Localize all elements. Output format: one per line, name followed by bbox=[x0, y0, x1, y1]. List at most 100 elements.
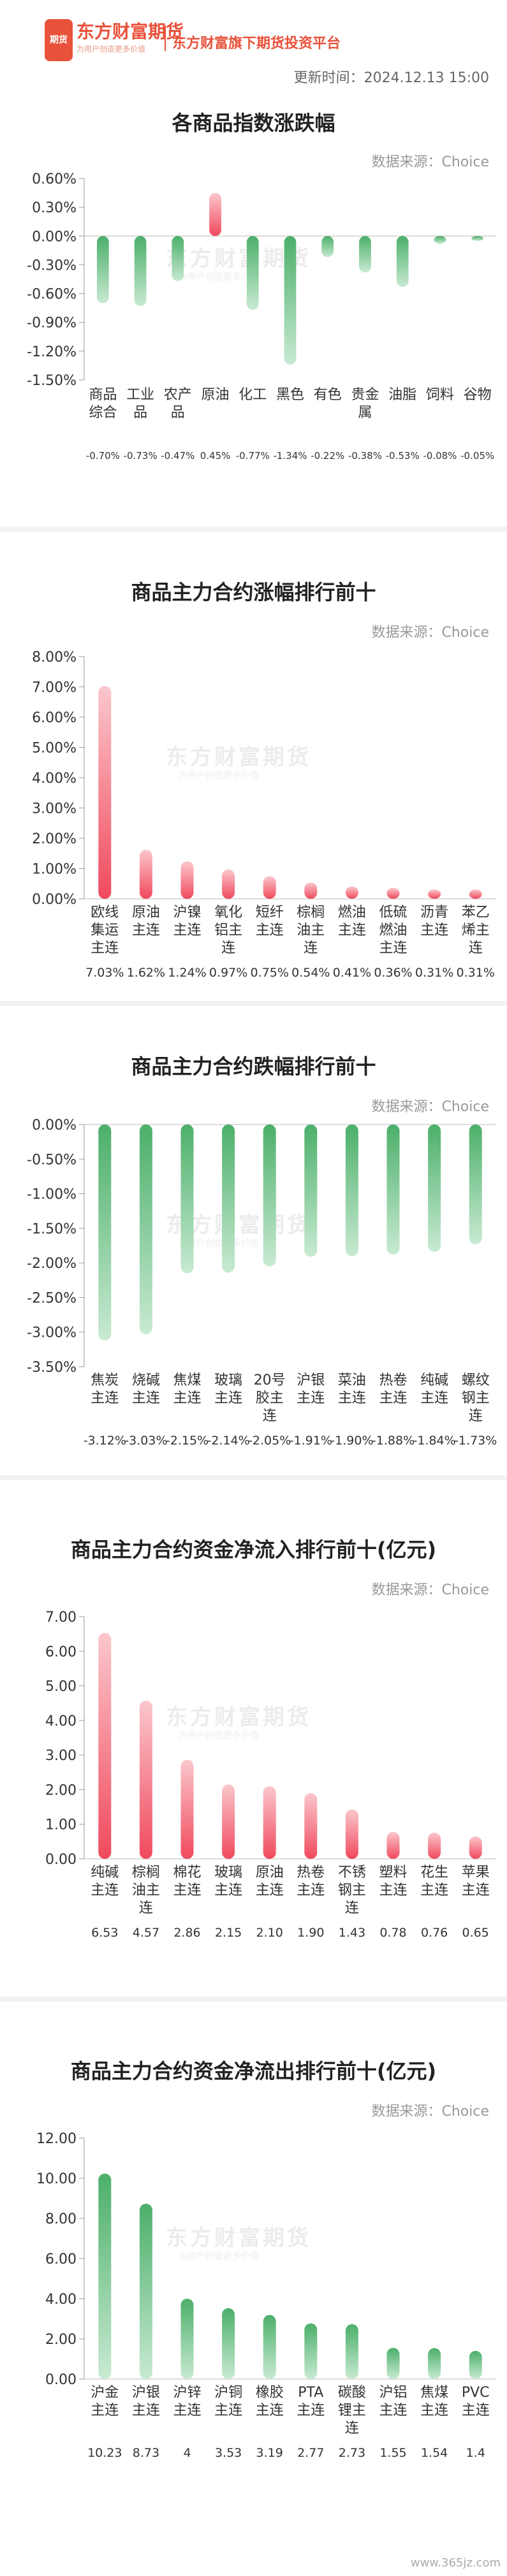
y-tick-label: 2.00 bbox=[45, 1782, 77, 1798]
bar bbox=[180, 1759, 194, 1859]
data-label: -0.05% bbox=[460, 450, 494, 462]
bar bbox=[180, 2299, 194, 2379]
y-tick-label: 0.00 bbox=[45, 2372, 77, 2388]
brand-slogan: 为用户创造更多价值 bbox=[77, 45, 146, 54]
chart-section-3: 商品主力合约跌幅排行前十 数据来源：Choice 东方财富期货 为用户创造更多价值 0.… bbox=[0, 1006, 507, 1475]
x-tick-label: 沪银主连 bbox=[132, 2385, 160, 2419]
bar bbox=[428, 2348, 441, 2379]
x-tick-label: 沪银主连 bbox=[297, 1372, 325, 1406]
data-label: -0.47% bbox=[161, 450, 195, 462]
y-tick-label: 7.00% bbox=[32, 680, 77, 696]
x-tick-label: 碳酸锂主连 bbox=[338, 2385, 366, 2436]
y-tick-label: 6.00 bbox=[45, 1644, 77, 1660]
data-label: 1.90 bbox=[297, 1926, 324, 1940]
data-label: 0.75% bbox=[251, 966, 289, 980]
update-time: 更新时间：2024.12.13 15:00 bbox=[293, 70, 489, 86]
bar bbox=[386, 887, 400, 899]
data-label: 0.31% bbox=[415, 966, 453, 980]
y-tick-label: -1.20% bbox=[27, 344, 77, 360]
y-tick-label: -0.90% bbox=[27, 316, 77, 331]
x-tick-label: 塑料主连 bbox=[379, 1865, 407, 1898]
bar bbox=[345, 1124, 358, 1256]
y-tick-label: 5.00 bbox=[45, 1679, 77, 1695]
y-tick-label: -1.50% bbox=[27, 1221, 77, 1237]
x-tick-label: 贵金属 bbox=[351, 387, 379, 421]
bar bbox=[428, 1832, 441, 1859]
bar bbox=[263, 1786, 276, 1859]
data-source-label: 数据来源：Choice bbox=[371, 2104, 489, 2120]
bar bbox=[304, 882, 318, 899]
bar bbox=[469, 2350, 482, 2379]
chart-section-4: 商品主力合约资金净流入排行前十(亿元) 数据来源：Choice 东方财富期货 为用户创… bbox=[0, 1480, 507, 1997]
bar bbox=[304, 1793, 318, 1859]
data-label: 2.73 bbox=[339, 2446, 365, 2460]
bar bbox=[139, 850, 152, 899]
data-label: -2.05% bbox=[248, 1434, 291, 1448]
data-label: -3.03% bbox=[124, 1434, 167, 1448]
bar bbox=[98, 686, 112, 899]
bar bbox=[321, 236, 334, 258]
y-tick-label: -3.00% bbox=[27, 1325, 77, 1341]
data-label: -0.22% bbox=[311, 450, 344, 462]
bar bbox=[222, 1124, 235, 1273]
x-tick-label: 玻璃主连 bbox=[214, 1865, 242, 1898]
x-tick-label: 热卷主连 bbox=[379, 1372, 407, 1406]
x-tick-label: 沪镍主连 bbox=[173, 905, 201, 938]
data-label: -0.70% bbox=[86, 450, 120, 462]
data-label: 0.31% bbox=[457, 966, 495, 980]
site-watermark: www.365jz.com bbox=[410, 2556, 501, 2570]
bar bbox=[139, 1124, 152, 1334]
page-header: 期货 东方财富期货 为用户创造更多价值 东方财富旗下期货投资平台 更新时间：20… bbox=[0, 0, 507, 96]
chart-title: 各商品指数涨跌幅 bbox=[172, 111, 335, 135]
x-tick-label: 短纤主连 bbox=[256, 905, 284, 938]
background-watermark-sub: 为用户创造更多价值 bbox=[179, 272, 259, 282]
data-label: 1.54 bbox=[421, 2446, 448, 2460]
x-tick-label: 有色 bbox=[314, 387, 342, 403]
bar bbox=[96, 236, 109, 303]
bar bbox=[180, 1124, 194, 1274]
y-tick-label: 0.00% bbox=[32, 892, 77, 908]
data-source-label: 数据来源：Choice bbox=[371, 1582, 489, 1598]
x-tick-label: 原油主连 bbox=[256, 1865, 284, 1898]
x-tick-label: 油脂 bbox=[388, 387, 416, 403]
bar bbox=[469, 1124, 482, 1244]
x-tick-label: 苯乙烯主连 bbox=[462, 905, 490, 956]
y-tick-label: -3.50% bbox=[27, 1360, 77, 1376]
background-watermark-sub: 为用户创造更多价值 bbox=[179, 771, 259, 781]
data-label: 0.45% bbox=[200, 450, 231, 462]
bar bbox=[98, 1124, 112, 1341]
y-tick-label: 1.00% bbox=[32, 862, 77, 878]
y-tick-label: 8.00% bbox=[32, 650, 77, 666]
x-tick-label: 焦炭主连 bbox=[91, 1372, 119, 1406]
data-label: 8.73 bbox=[133, 2446, 159, 2460]
background-watermark-sub: 为用户创造更多价值 bbox=[179, 2252, 259, 2262]
x-tick-label: 商品综合 bbox=[89, 387, 117, 421]
data-label: 0.76 bbox=[421, 1926, 448, 1940]
bar bbox=[386, 1124, 400, 1255]
y-tick-label: -0.30% bbox=[27, 258, 77, 273]
section-separator bbox=[0, 527, 507, 532]
data-source-label: 数据来源：Choice bbox=[371, 154, 489, 170]
y-tick-label: 1.00 bbox=[45, 1817, 77, 1833]
data-source-label: 数据来源：Choice bbox=[371, 625, 489, 641]
y-tick-label: 4.00 bbox=[45, 2292, 77, 2308]
data-source-label: 数据来源：Choice bbox=[371, 1099, 489, 1115]
data-label: 0.41% bbox=[333, 966, 371, 980]
data-label: 4 bbox=[183, 2446, 191, 2460]
data-label: 0.36% bbox=[374, 966, 412, 980]
y-tick-label: 0.60% bbox=[32, 171, 77, 187]
x-tick-label: 棉花主连 bbox=[173, 1865, 201, 1898]
x-tick-label: 橡胶主连 bbox=[256, 2385, 284, 2419]
data-label: -1.34% bbox=[273, 450, 307, 462]
data-label: -2.14% bbox=[207, 1434, 249, 1448]
y-tick-label: 0.00% bbox=[32, 1117, 77, 1133]
bar bbox=[209, 193, 221, 236]
x-tick-label: 不锈钢主连 bbox=[338, 1865, 366, 1916]
header-divider bbox=[165, 25, 166, 51]
bar-chart: 0.60% 0.30% 0.00% -0.30% -0.60% -0.90% -1.20% -… bbox=[27, 171, 496, 462]
x-tick-label: 玻璃主连 bbox=[214, 1372, 242, 1406]
data-label: -0.38% bbox=[348, 450, 382, 462]
y-tick-label: 4.00 bbox=[45, 1714, 77, 1729]
x-tick-label: 沪锌主连 bbox=[173, 2385, 201, 2419]
bar bbox=[139, 1700, 152, 1859]
